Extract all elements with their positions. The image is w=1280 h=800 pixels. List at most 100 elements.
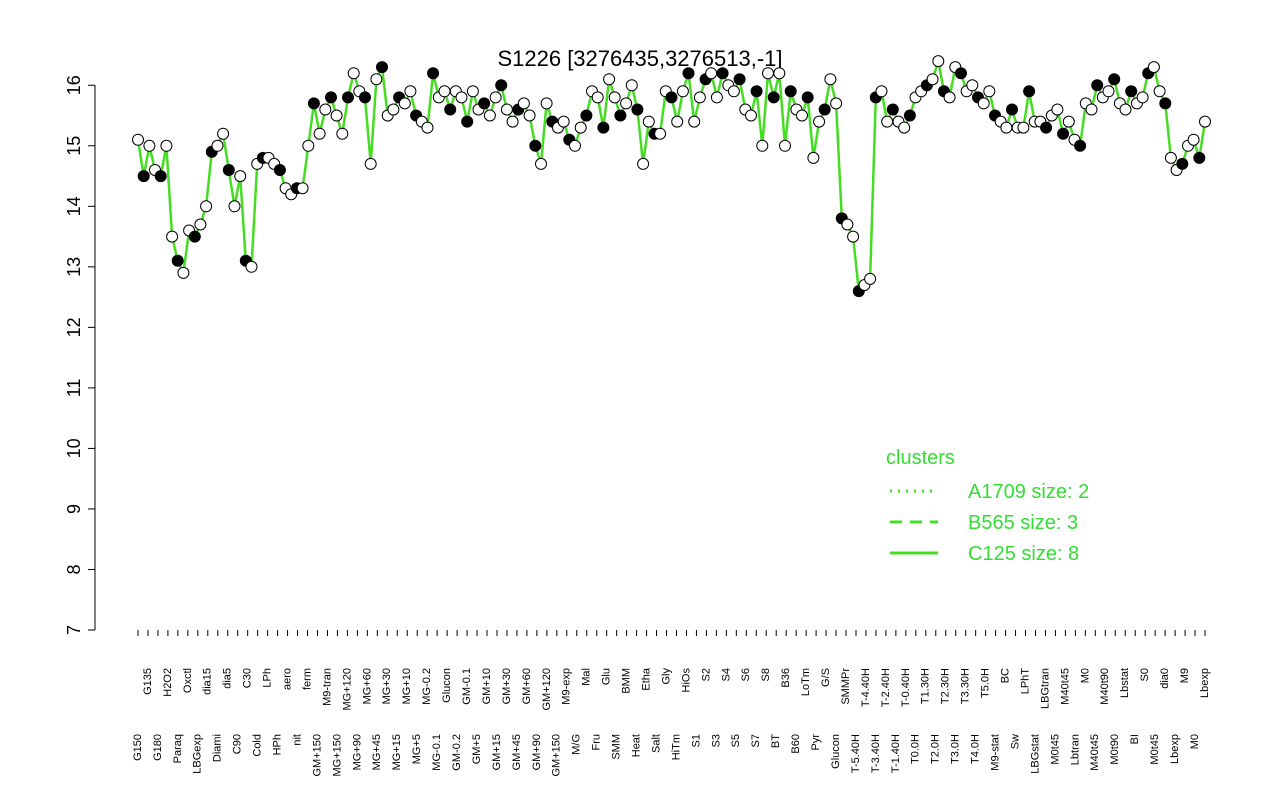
data-point <box>779 139 791 152</box>
x-tick-label: M0t90 <box>1109 734 1121 765</box>
data-point <box>245 260 258 273</box>
data-point <box>943 91 956 104</box>
y-tick-label: 14 <box>64 196 84 216</box>
data-point <box>1187 133 1200 146</box>
x-tick-label: dia15 <box>202 668 214 695</box>
data-point <box>438 85 451 98</box>
x-tick-label: GM+5 <box>471 734 483 764</box>
y-tick-label: 15 <box>64 136 84 156</box>
data-point <box>1125 85 1138 98</box>
data-point <box>347 67 360 80</box>
x-tick-label: H2O2 <box>162 668 174 697</box>
data-point <box>1176 157 1189 170</box>
x-tick-label: Salt <box>650 734 662 753</box>
data-point <box>705 67 718 80</box>
x-tick-label: T-1.40H <box>890 734 902 773</box>
x-tick-label: Heat <box>631 734 643 757</box>
data-point <box>591 91 604 104</box>
data-point <box>1136 91 1149 104</box>
data-point <box>523 109 536 122</box>
x-tick-label: Glucon <box>441 668 453 703</box>
data-point <box>818 103 831 116</box>
x-tick-label: T-4.40H <box>860 668 872 707</box>
data-point <box>325 91 337 104</box>
y-tick-label: 13 <box>64 257 84 277</box>
x-tick-label: C90 <box>232 734 244 754</box>
data-point <box>750 85 763 98</box>
x-tick-label: LBGstat <box>1029 734 1041 774</box>
data-point <box>830 97 843 110</box>
x-tick-label: T-3.40H <box>870 734 882 773</box>
data-point <box>336 127 349 140</box>
x-tick-label: MG+15 <box>391 734 403 770</box>
x-tick-label: Fru <box>591 734 603 751</box>
x-tick-label: LPhT <box>1019 668 1031 695</box>
x-tick-label: Lbstat <box>1119 668 1131 698</box>
data-point <box>955 67 967 80</box>
x-tick-label: M40t90 <box>1099 668 1111 705</box>
data-point <box>1199 115 1211 128</box>
data-point <box>211 139 224 152</box>
data-point <box>676 85 689 98</box>
x-tick-label: T0.0H <box>910 734 922 764</box>
x-tick-label: GM+30 <box>501 668 513 704</box>
data-point <box>1164 151 1177 164</box>
data-point <box>813 115 826 128</box>
data-point <box>444 103 457 116</box>
x-tick-label: Mal <box>581 668 593 686</box>
y-tick-label: 11 <box>64 379 84 398</box>
data-point <box>132 133 144 146</box>
data-point <box>466 85 479 98</box>
data-point <box>688 115 701 128</box>
data-point <box>620 97 633 110</box>
x-tick-label: LBGexp <box>192 734 204 774</box>
data-point <box>932 55 945 68</box>
data-point <box>1023 85 1036 98</box>
data-point <box>364 157 377 170</box>
x-tick-label: M9-tran <box>321 668 333 706</box>
x-tick-label: C30 <box>242 668 254 688</box>
data-point <box>359 91 371 104</box>
data-point <box>342 91 354 104</box>
legend-label: C125 size: 8 <box>968 543 1079 565</box>
data-point <box>603 73 616 86</box>
y-tick-label: 12 <box>64 317 84 337</box>
data-point <box>506 115 519 128</box>
data-point <box>671 115 684 128</box>
y-tick-label: 9 <box>64 504 84 514</box>
y-tick-label: 7 <box>64 625 84 635</box>
x-tick-label: T5.0H <box>980 668 992 698</box>
x-tick-label: MG+60 <box>361 668 373 704</box>
data-point <box>580 109 593 122</box>
x-tick-label: M0 <box>1079 668 1091 683</box>
data-point <box>529 139 542 152</box>
x-tick-label: Lbexp <box>1199 668 1211 698</box>
x-tick-label: Etha <box>640 667 652 691</box>
data-point <box>875 85 888 98</box>
data-point <box>801 91 814 104</box>
data-point <box>313 127 326 140</box>
data-point <box>608 91 621 104</box>
data-point <box>727 85 740 98</box>
data-point <box>228 200 241 213</box>
x-tick-label: T3.30H <box>960 668 972 704</box>
data-point <box>762 67 774 80</box>
data-point <box>631 103 644 116</box>
x-tick-label: T2.0H <box>930 734 942 764</box>
legend-title: clusters <box>886 447 955 469</box>
data-point <box>376 61 388 74</box>
data-point <box>665 91 678 104</box>
data-point <box>1017 121 1030 134</box>
data-point <box>710 91 723 104</box>
data-point <box>841 218 854 231</box>
x-tick-label: S1 <box>690 734 702 747</box>
x-tick-label: GM+10 <box>481 668 493 704</box>
data-point <box>489 91 502 104</box>
x-tick-label: BC <box>999 668 1011 683</box>
data-point <box>421 121 434 134</box>
data-point <box>903 109 916 122</box>
data-point <box>625 79 638 92</box>
x-tick-label: GM+150 <box>311 734 323 777</box>
x-axis: G150 G135 G180 H2O2 Paraq Oxctl LBGexp dia15 Dia… <box>132 630 1211 777</box>
data-point <box>693 91 706 104</box>
